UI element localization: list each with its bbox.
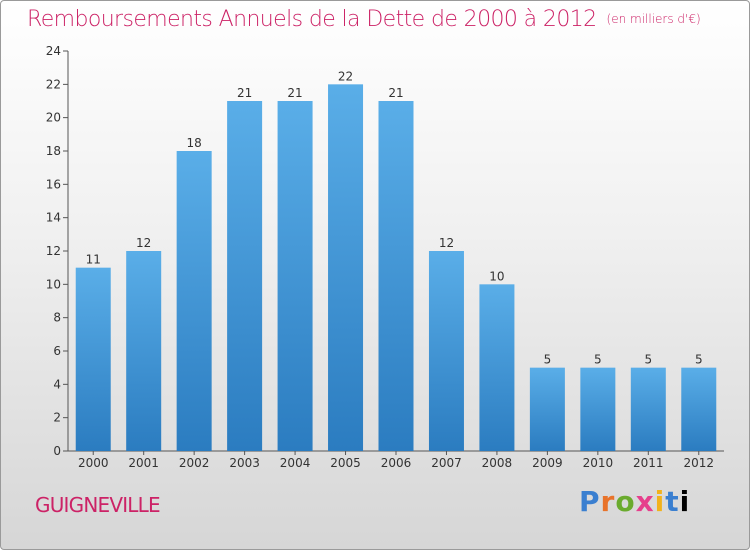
bar-value-label: 11 [86, 253, 101, 267]
bar [126, 251, 162, 451]
y-tick-label: 8 [53, 311, 61, 325]
y-tick-label: 14 [46, 211, 61, 225]
y-tick-label: 10 [46, 277, 61, 291]
bar-value-label: 22 [338, 69, 353, 83]
bar [428, 251, 464, 451]
y-tick-label: 16 [46, 177, 61, 191]
logo-letter: t [665, 485, 680, 518]
x-tick-label: 2002 [179, 456, 210, 470]
logo-letter: r [600, 485, 616, 518]
x-tick-label: 2004 [280, 456, 311, 470]
proxiti-logo: Proxiti [579, 485, 690, 518]
logo-letter: P [579, 485, 601, 518]
bar-value-label: 10 [489, 269, 504, 283]
x-tick-label: 2006 [381, 456, 412, 470]
logo-letter: o [615, 485, 636, 518]
bar-value-label: 21 [237, 86, 252, 100]
bar-value-label: 21 [388, 86, 403, 100]
x-tick-label: 2008 [482, 456, 513, 470]
bar [580, 367, 616, 451]
y-tick-label: 6 [53, 344, 61, 358]
bar-value-label: 5 [594, 353, 602, 367]
bar [227, 101, 263, 451]
y-tick-label: 22 [46, 77, 61, 91]
logo-letter: x [635, 485, 655, 518]
x-tick-label: 2000 [78, 456, 109, 470]
bar [378, 101, 414, 451]
bar-value-label: 12 [439, 236, 454, 250]
x-tick-label: 2009 [532, 456, 563, 470]
bar [529, 367, 565, 451]
y-tick-label: 18 [46, 144, 61, 158]
x-tick-label: 2010 [583, 456, 614, 470]
x-tick-label: 2003 [229, 456, 260, 470]
bar-value-label: 5 [695, 353, 703, 367]
bar [176, 151, 212, 451]
bar-value-label: 21 [287, 86, 302, 100]
y-tick-label: 20 [46, 111, 61, 125]
x-tick-label: 2001 [128, 456, 159, 470]
y-tick-label: 2 [53, 411, 61, 425]
bar-value-label: 5 [644, 353, 652, 367]
bar [630, 367, 666, 451]
bar [75, 267, 111, 451]
bar [277, 101, 313, 451]
x-tick-label: 2005 [330, 456, 361, 470]
bar [328, 84, 364, 451]
x-tick-label: 2007 [431, 456, 462, 470]
y-tick-label: 4 [53, 377, 61, 391]
chart-bars: 11 12 18 21 21 22 21 12 10 5 5 5 5 [75, 69, 717, 451]
bar [479, 284, 515, 451]
x-tick-label: 2012 [683, 456, 714, 470]
chart-title-text: Remboursements Annuels de la Dette de 20… [27, 7, 597, 32]
logo-letter: i [654, 485, 666, 518]
bar-value-label: 5 [544, 353, 552, 367]
x-tick-label: 2011 [633, 456, 664, 470]
city-name: GUIGNEVILLE [35, 493, 161, 517]
bar [681, 367, 717, 451]
bar-value-label: 12 [136, 236, 151, 250]
chart-title: Remboursements Annuels de la Dette de 20… [27, 7, 701, 32]
chart-unit: (en milliers d'€) [606, 12, 701, 26]
bar-value-label: 18 [187, 136, 202, 150]
y-tick-label: 24 [46, 44, 61, 58]
y-tick-label: 0 [53, 444, 61, 458]
logo-letter: i [679, 485, 691, 518]
y-tick-label: 12 [46, 244, 61, 258]
